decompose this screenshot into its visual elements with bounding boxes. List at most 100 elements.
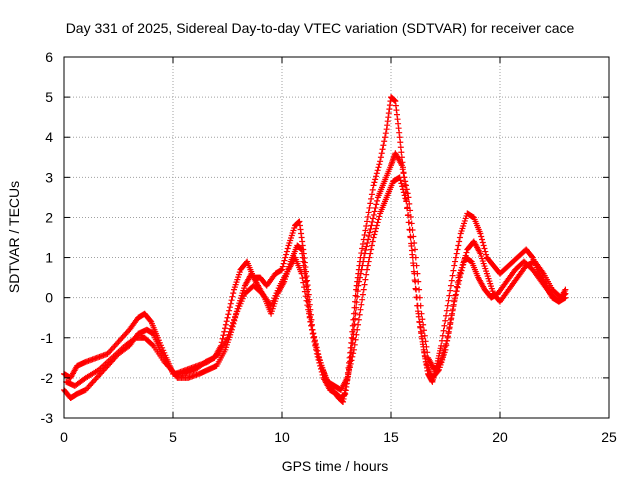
- data-point: [377, 154, 384, 161]
- data-point: [378, 150, 385, 157]
- data-point: [364, 266, 371, 273]
- data-point: [411, 246, 418, 253]
- data-point: [397, 144, 404, 151]
- data-point: [359, 291, 366, 298]
- x-axis-label: GPS time / hours: [282, 458, 389, 474]
- data-point: [454, 246, 461, 253]
- data-point: [369, 186, 376, 193]
- data-point: [283, 248, 290, 255]
- data-point: [310, 330, 317, 337]
- data-point: [219, 335, 226, 342]
- data-point: [303, 297, 310, 304]
- data-point: [450, 301, 457, 308]
- data-point: [231, 316, 238, 323]
- data-point: [416, 318, 423, 325]
- data-point: [417, 323, 424, 330]
- data-point: [399, 183, 406, 190]
- data-point: [441, 322, 448, 329]
- data-point: [445, 297, 452, 304]
- data-point: [420, 343, 427, 350]
- data-point: [408, 220, 415, 227]
- data-point: [421, 332, 428, 339]
- data-point: [356, 274, 363, 281]
- data-point: [366, 254, 373, 261]
- data-point: [227, 300, 234, 307]
- data-point: [454, 279, 461, 286]
- data-point: [356, 278, 363, 285]
- data-point: [449, 310, 456, 317]
- data-point: [421, 348, 428, 355]
- data-point: [372, 204, 379, 211]
- y-tick-label: 3: [45, 169, 53, 185]
- data-point: [227, 325, 234, 332]
- data-point: [368, 246, 375, 253]
- data-point: [351, 341, 358, 348]
- data-point: [147, 317, 154, 324]
- data-point: [396, 134, 403, 141]
- data-point: [438, 342, 445, 349]
- data-point: [396, 174, 403, 181]
- data-point: [368, 222, 375, 229]
- data-point: [310, 334, 317, 341]
- data-point: [228, 322, 235, 329]
- data-point: [450, 267, 457, 274]
- data-point: [367, 225, 374, 232]
- data-point: [308, 322, 315, 329]
- data-point: [353, 299, 360, 306]
- data-point: [348, 357, 355, 364]
- data-point: [350, 350, 357, 357]
- data-point: [448, 315, 455, 322]
- y-tick-label: 2: [45, 209, 53, 225]
- data-point: [362, 247, 369, 254]
- x-tick-label: 20: [492, 429, 508, 445]
- data-point: [412, 278, 419, 285]
- data-point: [359, 296, 366, 303]
- data-point: [403, 198, 410, 205]
- data-point: [373, 201, 380, 208]
- data-point: [440, 327, 447, 334]
- data-point: [402, 182, 409, 189]
- data-point: [481, 245, 488, 252]
- data-point: [370, 182, 377, 189]
- data-point: [453, 288, 460, 295]
- data-point: [398, 162, 405, 169]
- data-point: [444, 302, 451, 309]
- data-point: [410, 262, 417, 269]
- data-point: [305, 310, 312, 317]
- data-point: [352, 315, 359, 322]
- data-point: [528, 253, 535, 260]
- data-point: [398, 149, 405, 156]
- data-point: [149, 341, 156, 348]
- data-point: [419, 338, 426, 345]
- data-point: [443, 342, 450, 349]
- data-point: [377, 158, 384, 165]
- data-point: [397, 139, 404, 146]
- data-point: [414, 302, 421, 309]
- data-point: [397, 177, 404, 184]
- data-point: [355, 316, 362, 323]
- data-point: [364, 240, 371, 247]
- data-point: [302, 293, 309, 300]
- data-point: [446, 324, 453, 331]
- grid: [64, 57, 609, 418]
- data-point: [408, 240, 415, 247]
- data-point: [372, 228, 379, 235]
- data-point: [371, 231, 378, 238]
- data-point: [361, 250, 368, 257]
- data-point: [364, 218, 371, 225]
- data-point: [355, 282, 362, 289]
- data-point: [451, 297, 458, 304]
- data-point: [363, 243, 370, 250]
- data-point: [301, 284, 308, 291]
- ticks: 0 5 10 15 20 25 -3 -2 -1 0 1 2 3 4 5 6: [41, 49, 617, 445]
- data-point: [435, 367, 442, 374]
- data-point: [449, 306, 456, 313]
- data-point: [372, 176, 379, 183]
- data-point: [417, 328, 424, 335]
- data-point: [346, 367, 353, 374]
- data-point: [374, 197, 381, 204]
- data-point: [381, 138, 388, 145]
- data-point: [363, 271, 370, 278]
- y-tick-label: -1: [41, 330, 54, 346]
